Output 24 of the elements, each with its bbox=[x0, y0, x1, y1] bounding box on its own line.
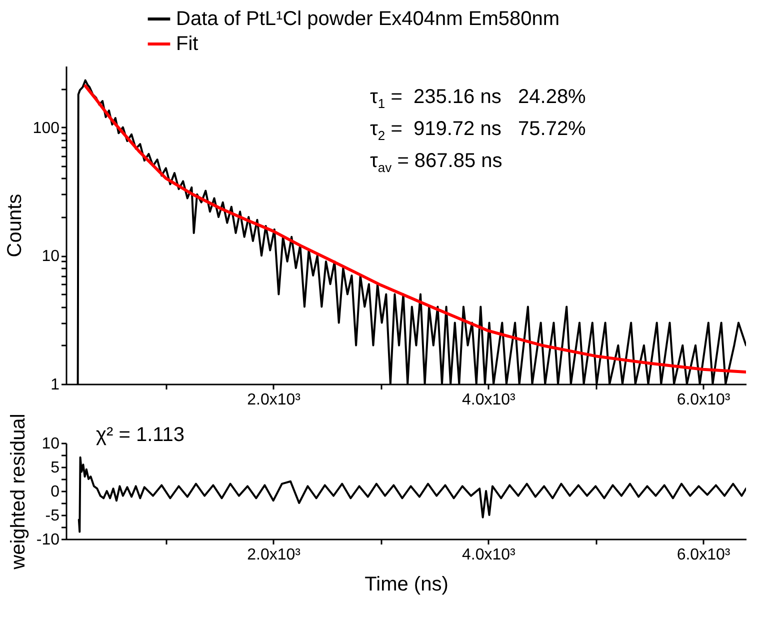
y-tick-label: 0 bbox=[50, 484, 60, 500]
annotation: χ² = 1.113 bbox=[96, 423, 185, 448]
x-tick-label: 4.0x10³ bbox=[462, 392, 516, 408]
legend-label: Data of PtL¹Cl powder Ex404nm Em580nm bbox=[176, 8, 560, 30]
x-tick-label: 2.0x10³ bbox=[247, 546, 302, 564]
x-tick-label: 6.0x10³ bbox=[676, 392, 731, 408]
y-tick-label: 5 bbox=[50, 460, 60, 476]
y-tick-label: 10 bbox=[42, 436, 60, 452]
annotation: τ$_{2}$ = 919.72 ns 75.72% bbox=[370, 117, 586, 145]
y-tick-label: -5 bbox=[45, 508, 60, 524]
y-tick-label: 100 bbox=[32, 120, 60, 137]
x-tick-label: 4.0x10³ bbox=[462, 546, 516, 564]
y-axis-title: Counts bbox=[4, 194, 26, 258]
y-tick-label: -10 bbox=[36, 532, 60, 548]
y-tick-label: 10 bbox=[42, 248, 60, 266]
x-tick-label: 6.0x10³ bbox=[676, 546, 731, 564]
x-axis-title: Time (ns) bbox=[364, 574, 448, 596]
annotation: τ$_{1}$ = 235.16 ns 24.28% bbox=[370, 85, 586, 113]
legend-label: Fit bbox=[176, 33, 199, 55]
annotation: τ$_{av}$ = 867.85 ns bbox=[370, 149, 502, 177]
line-series bbox=[78, 456, 746, 533]
x-tick-label: 2.0x10³ bbox=[247, 392, 302, 408]
y-axis-title: weighted residual bbox=[7, 414, 30, 570]
y-tick-label: 1 bbox=[50, 376, 60, 394]
